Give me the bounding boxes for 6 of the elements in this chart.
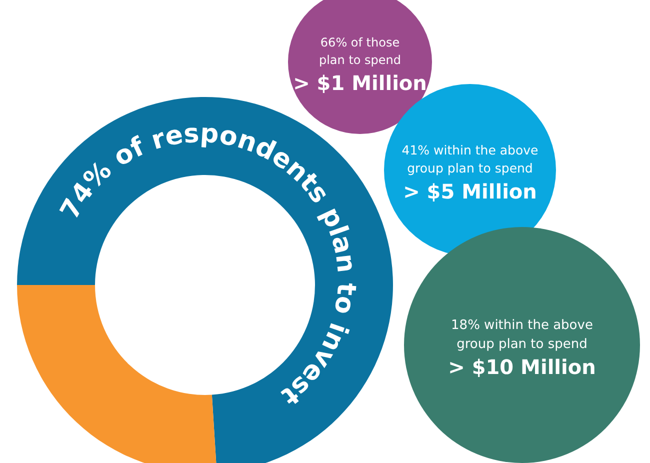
text: 18% within the above group plan to spend xyxy=(451,318,593,352)
text: 66% of those plan to spend xyxy=(318,36,402,67)
text: 41% within the above group plan to spend xyxy=(402,142,539,176)
text: > $5 Million xyxy=(403,180,537,204)
text: > $10 Million xyxy=(448,355,596,379)
text: > $1 Million xyxy=(293,71,427,95)
